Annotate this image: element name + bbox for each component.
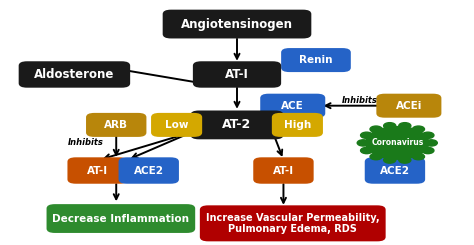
Circle shape (422, 132, 434, 138)
Circle shape (365, 127, 429, 159)
Text: Low: Low (165, 120, 188, 130)
Text: Aldosterone: Aldosterone (34, 68, 115, 81)
Text: Decrease Inflammation: Decrease Inflammation (52, 214, 190, 223)
FancyBboxPatch shape (260, 94, 325, 118)
Text: High: High (284, 120, 311, 130)
FancyBboxPatch shape (18, 61, 130, 88)
Text: Coronavirus: Coronavirus (371, 138, 423, 147)
Text: AT-I: AT-I (225, 68, 249, 81)
FancyBboxPatch shape (67, 157, 128, 184)
Text: Increase Vascular Permeability,
Pulmonary Edema, RDS: Increase Vascular Permeability, Pulmonar… (206, 213, 380, 234)
FancyBboxPatch shape (253, 157, 314, 184)
Text: ACE2: ACE2 (380, 166, 410, 175)
FancyBboxPatch shape (272, 113, 323, 137)
FancyBboxPatch shape (193, 61, 281, 88)
FancyBboxPatch shape (46, 204, 195, 233)
Circle shape (361, 147, 373, 154)
FancyBboxPatch shape (200, 205, 386, 241)
Text: ACE: ACE (282, 101, 304, 111)
FancyBboxPatch shape (376, 94, 441, 118)
FancyBboxPatch shape (163, 10, 311, 38)
Text: Angiotensinogen: Angiotensinogen (181, 18, 293, 31)
Circle shape (383, 157, 396, 163)
Text: AT-I: AT-I (273, 166, 294, 175)
FancyBboxPatch shape (151, 113, 202, 137)
Circle shape (370, 154, 382, 160)
FancyBboxPatch shape (191, 110, 283, 139)
Text: ACE2: ACE2 (134, 166, 164, 175)
Circle shape (412, 154, 425, 160)
Circle shape (383, 123, 396, 129)
Circle shape (357, 140, 369, 146)
Text: Inhibits: Inhibits (342, 96, 378, 105)
Circle shape (425, 140, 438, 146)
Circle shape (361, 132, 373, 138)
Circle shape (399, 157, 411, 163)
Text: ACEi: ACEi (396, 101, 422, 111)
Text: AT-2: AT-2 (222, 118, 252, 131)
Text: Renin: Renin (299, 55, 333, 65)
Circle shape (412, 126, 425, 132)
Circle shape (370, 126, 382, 132)
FancyBboxPatch shape (118, 157, 179, 184)
Text: AT-I: AT-I (87, 166, 108, 175)
Text: Inhibits: Inhibits (68, 138, 104, 147)
FancyBboxPatch shape (281, 48, 351, 72)
FancyBboxPatch shape (86, 113, 146, 137)
FancyBboxPatch shape (365, 157, 425, 184)
Circle shape (399, 123, 411, 129)
Text: ARB: ARB (104, 120, 128, 130)
Circle shape (422, 147, 434, 154)
